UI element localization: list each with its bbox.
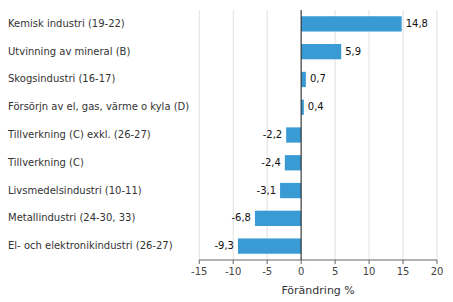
- bar: [301, 72, 306, 87]
- category-label: Utvinning av mineral (B): [8, 46, 130, 57]
- grid: [199, 10, 437, 260]
- category-label: El- och elektronikindustri (26-27): [8, 240, 173, 251]
- bar: [280, 183, 301, 198]
- data-label: 0,4: [308, 101, 324, 112]
- tick-label: 10: [363, 266, 376, 277]
- x-axis-line: [199, 260, 437, 261]
- bar: [238, 238, 301, 253]
- tick-label: 20: [431, 266, 444, 277]
- bar: [301, 44, 341, 59]
- bar: [301, 16, 402, 31]
- data-label: 5,9: [345, 46, 361, 57]
- data-label: -2,4: [261, 157, 281, 168]
- tick-label: -10: [225, 266, 241, 277]
- category-label: Skogsindustri (16-17): [8, 73, 115, 84]
- tick-mark: [437, 260, 438, 264]
- tick-mark: [403, 260, 404, 264]
- category-label: Tillverkning (C) exkl. (26-27): [7, 129, 151, 140]
- grid-line: [403, 10, 404, 260]
- category-label: Kemisk industri (19-22): [8, 18, 125, 29]
- category-label: Tillverkning (C): [7, 157, 84, 168]
- tick-label: 15: [397, 266, 410, 277]
- data-label: 14,8: [406, 18, 428, 29]
- category-label: Försörjn av el, gas, värme o kyla (D): [8, 101, 189, 112]
- chart: El- och elektronikindustri (26-27) Metall…: [0, 0, 453, 302]
- data-label: -9,3: [214, 240, 234, 251]
- tick-label: -15: [191, 266, 207, 277]
- tick-label: -5: [262, 266, 272, 277]
- tick-mark: [369, 260, 370, 264]
- data-label: -6,8: [231, 212, 251, 223]
- x-axis-title: Förändring %: [281, 284, 354, 297]
- grid-line: [301, 10, 302, 260]
- grid-line: [199, 10, 200, 260]
- x-axis: -15 -10 -5 0 5 10 15 20: [191, 260, 443, 277]
- tick-mark: [233, 260, 234, 264]
- bar: [255, 211, 301, 226]
- bar: [286, 127, 301, 142]
- grid-line: [369, 10, 370, 260]
- category-label: Metallindustri (24-30, 33): [8, 212, 135, 223]
- bars: [238, 16, 402, 254]
- baseline: [301, 10, 302, 260]
- tick-label: 5: [332, 266, 338, 277]
- data-labels: -9,3 -6,8 -3,1 -2,4 -2,2 0,4 0,7 5,9 14,8: [214, 18, 428, 251]
- data-label: -2,2: [263, 129, 283, 140]
- tick-mark: [199, 260, 200, 264]
- bar: [285, 155, 301, 170]
- category-label: Livsmedelsindustri (10-11): [8, 185, 142, 196]
- tick-mark: [335, 260, 336, 264]
- grid-line: [437, 10, 438, 260]
- data-label: -3,1: [257, 185, 277, 196]
- tick-mark: [267, 260, 268, 264]
- tick-mark: [301, 260, 302, 264]
- tick-label: 0: [298, 266, 304, 277]
- category-labels: El- och elektronikindustri (26-27) Metall…: [7, 18, 189, 251]
- data-label: 0,7: [310, 73, 326, 84]
